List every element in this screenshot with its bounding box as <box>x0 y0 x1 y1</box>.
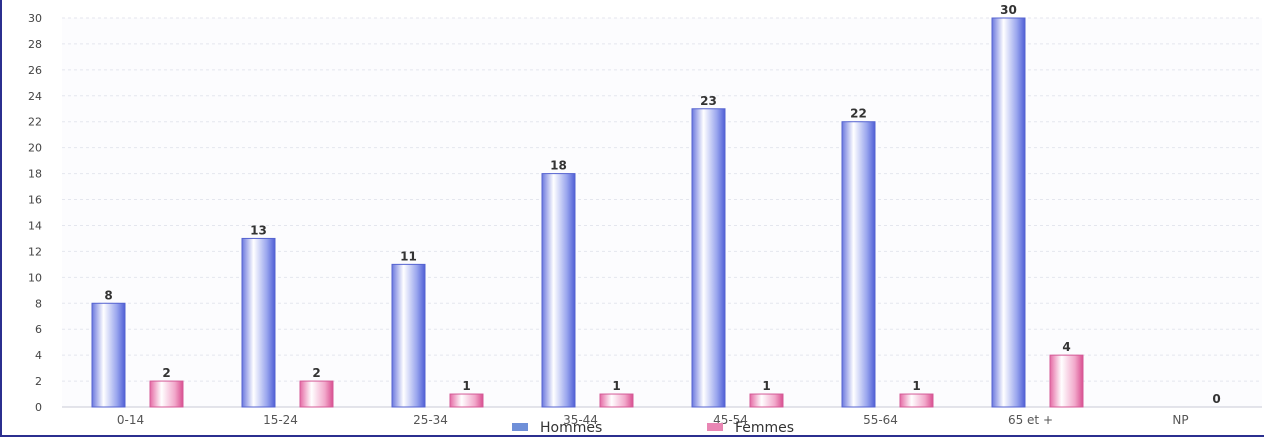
x-tick-label: 55-64 <box>863 413 898 427</box>
bar-femmes <box>899 393 934 408</box>
data-label: 1 <box>462 379 470 393</box>
bar-femmes <box>299 380 334 408</box>
data-label: 1 <box>612 379 620 393</box>
y-tick-label: 6 <box>35 323 42 336</box>
data-label: 4 <box>1062 340 1070 354</box>
data-label: 0 <box>1212 392 1220 406</box>
data-label: 11 <box>400 249 417 263</box>
bar-femmes <box>599 393 634 408</box>
bar-hommes <box>91 302 126 408</box>
y-tick-label: 30 <box>28 12 42 25</box>
bar-femmes <box>149 380 184 408</box>
x-axis: 0-14 15-24 25-34 35-44 45-54 55-64 65 et + NP <box>117 413 1189 427</box>
data-label: 23 <box>700 94 717 108</box>
y-tick-label: 12 <box>28 245 42 258</box>
x-tick-label: 25-34 <box>413 413 448 427</box>
y-tick-label: 20 <box>28 142 42 155</box>
data-label: 30 <box>1000 3 1017 17</box>
bar-hommes <box>841 121 876 408</box>
data-label: 1 <box>762 379 770 393</box>
bar-hommes <box>991 17 1026 408</box>
bar-hommes <box>241 237 276 408</box>
bar-femmes <box>749 393 784 408</box>
data-label: 2 <box>312 366 320 380</box>
y-tick-label: 18 <box>28 168 42 181</box>
x-tick-label: 0-14 <box>117 413 144 427</box>
x-tick-label: 15-24 <box>263 413 298 427</box>
data-label: 2 <box>162 366 170 380</box>
legend-swatch-hommes <box>512 423 528 431</box>
y-tick-label: 16 <box>28 194 42 207</box>
bar-hommes <box>391 263 426 408</box>
y-tick-label: 0 <box>35 401 42 414</box>
y-tick-label: 10 <box>28 271 42 284</box>
legend: Hommes Femmes <box>512 420 794 436</box>
data-label: 1 <box>912 379 920 393</box>
legend-swatch-femmes <box>707 423 723 431</box>
data-label: 8 <box>104 288 112 302</box>
x-tick-label: 65 et + <box>1008 413 1053 427</box>
bar-hommes <box>541 173 576 408</box>
data-label: 18 <box>550 159 567 173</box>
bar-hommes <box>691 108 726 408</box>
y-tick-label: 22 <box>28 116 42 129</box>
legend-label-hommes: Hommes <box>540 420 602 435</box>
x-tick-label: NP <box>1172 413 1188 427</box>
y-tick-label: 24 <box>28 90 42 103</box>
data-label: 22 <box>850 107 867 121</box>
y-tick-label: 8 <box>35 297 42 310</box>
bar-femmes <box>449 393 484 408</box>
y-tick-label: 28 <box>28 38 42 51</box>
bar-femmes <box>1049 354 1084 408</box>
x-tick-label: 35-44 <box>563 413 598 427</box>
y-tick-label: 4 <box>35 349 42 362</box>
y-tick-label: 26 <box>28 64 42 77</box>
y-tick-label: 2 <box>35 375 42 388</box>
y-tick-label: 14 <box>28 219 42 232</box>
data-label: 13 <box>250 223 267 237</box>
legend-label-femmes: Femmes <box>735 420 794 435</box>
